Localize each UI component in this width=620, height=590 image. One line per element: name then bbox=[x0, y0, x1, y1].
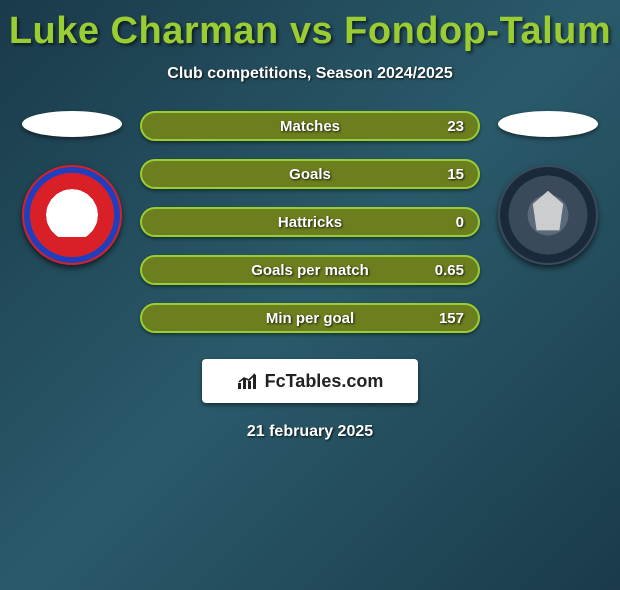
subtitle: Club competitions, Season 2024/2025 bbox=[0, 65, 620, 83]
right-player-column bbox=[498, 111, 598, 265]
stat-bars: Matches 23 Goals 15 Hattricks 0 Goals per matc… bbox=[140, 111, 480, 333]
stat-bar: Hattricks 0 bbox=[140, 207, 480, 237]
stat-bar-label: Hattricks bbox=[278, 214, 342, 231]
stat-bar: Goals per match 0.65 bbox=[140, 255, 480, 285]
page-title: Luke Charman vs Fondop-Talum bbox=[0, 10, 620, 53]
stat-bar-label: Min per goal bbox=[266, 310, 354, 327]
right-club-crest bbox=[498, 165, 598, 265]
stat-bar: Goals 15 bbox=[140, 159, 480, 189]
brand-chart-icon bbox=[237, 371, 259, 391]
left-club-crest bbox=[22, 165, 122, 265]
brand-text: FcTables.com bbox=[265, 371, 384, 392]
stat-bar-value: 15 bbox=[447, 166, 464, 183]
stat-bar-value: 157 bbox=[439, 310, 464, 327]
snapshot-date: 21 february 2025 bbox=[0, 423, 620, 441]
left-player-oval bbox=[22, 111, 122, 137]
stat-bar-label: Matches bbox=[280, 118, 340, 135]
stat-bar-value: 23 bbox=[447, 118, 464, 135]
stat-bar: Matches 23 bbox=[140, 111, 480, 141]
brand-badge: FcTables.com bbox=[202, 359, 418, 403]
stat-bar-value: 0.65 bbox=[435, 262, 464, 279]
stat-bar-value: 0 bbox=[456, 214, 464, 231]
stat-bar-label: Goals per match bbox=[251, 262, 369, 279]
right-player-oval bbox=[498, 111, 598, 137]
left-player-column bbox=[22, 111, 122, 265]
stat-bar: Min per goal 157 bbox=[140, 303, 480, 333]
stat-bar-label: Goals bbox=[289, 166, 331, 183]
comparison-layout: Matches 23 Goals 15 Hattricks 0 Goals per matc… bbox=[0, 111, 620, 333]
